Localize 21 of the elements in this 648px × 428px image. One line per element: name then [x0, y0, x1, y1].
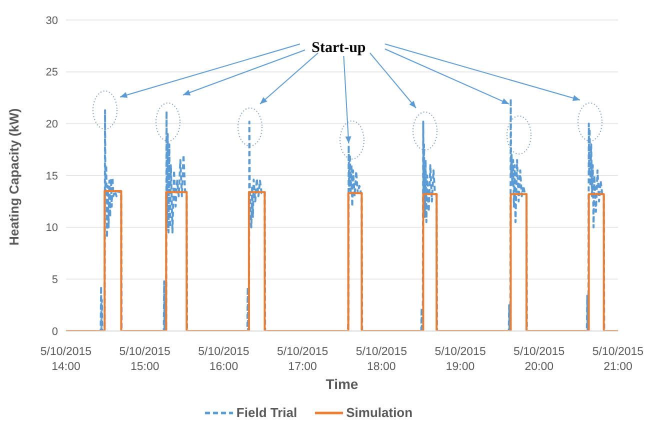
legend-label: Simulation	[345, 405, 413, 420]
y-tick-label: 20	[46, 118, 58, 131]
y-tick-label: 5	[52, 274, 58, 286]
x-tick-label: 5/10/2015 20:00	[514, 346, 565, 373]
y-axis-title: Heating Capacity (kW)	[6, 108, 22, 246]
x-tick-label: 5/10/2015 19:00	[434, 346, 486, 373]
x-axis-title: Time	[326, 376, 358, 392]
x-tick-label: 5/10/2015 16:00	[198, 346, 250, 373]
x-tick-label: 5/10/2015 14:00	[40, 346, 92, 373]
x-tick-label: 5/10/2015 18:00	[356, 346, 408, 373]
y-tick-label: 25	[46, 66, 58, 79]
x-tick-label: 5/10/2015 15:00	[119, 346, 170, 373]
legend-label: Field Trial	[235, 405, 298, 420]
y-tick-label: 0	[52, 326, 58, 338]
y-tick-label: 15	[46, 170, 58, 182]
y-tick-label: 10	[46, 222, 58, 234]
x-tick-label: 5/10/2015 17:00	[276, 346, 328, 373]
y-tick-label: 30	[46, 14, 58, 27]
annotation: Start-up	[312, 40, 366, 56]
x-tick-label: 5/10/2015 21:00	[592, 346, 644, 373]
line-series	[66, 190, 618, 331]
